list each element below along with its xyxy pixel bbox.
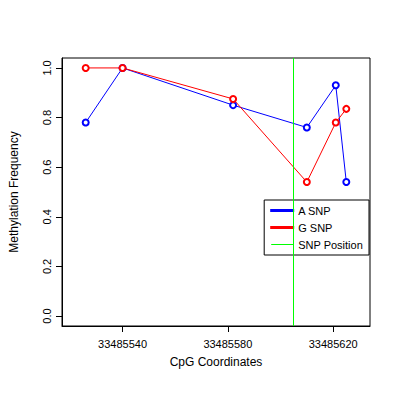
svg-text:33485620: 33485620 [309, 338, 358, 350]
svg-text:0.0: 0.0 [41, 308, 53, 323]
svg-text:Methylation Frequency: Methylation Frequency [7, 131, 21, 252]
svg-text:0.2: 0.2 [41, 259, 53, 274]
svg-text:0.8: 0.8 [41, 110, 53, 125]
svg-text:0.6: 0.6 [41, 160, 53, 175]
svg-text:A SNP: A SNP [298, 205, 330, 217]
svg-text:33485540: 33485540 [98, 338, 147, 350]
svg-text:1.0: 1.0 [41, 60, 53, 75]
svg-text:SNP Position: SNP Position [298, 239, 363, 251]
svg-text:0.4: 0.4 [41, 209, 53, 224]
svg-text:CpG Coordinates: CpG Coordinates [170, 355, 263, 369]
svg-text:G SNP: G SNP [298, 222, 332, 234]
svg-text:33485580: 33485580 [203, 338, 252, 350]
